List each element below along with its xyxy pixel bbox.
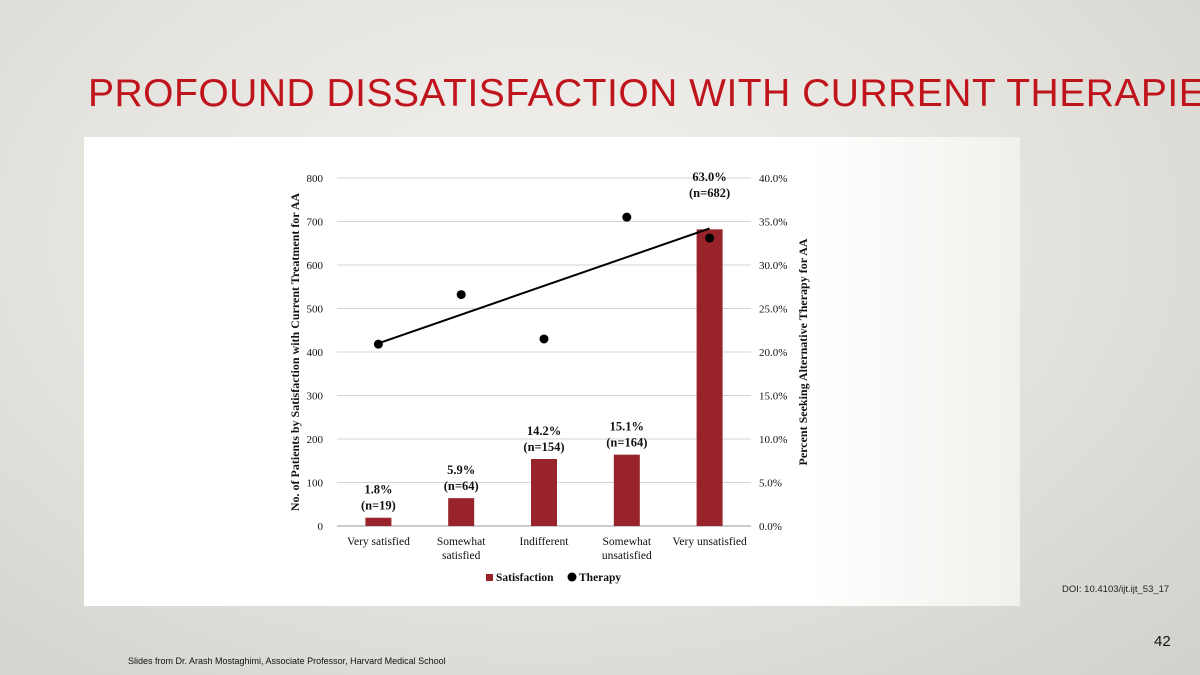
- bar-1: [448, 498, 475, 526]
- y2-tick-label: 10.0%: [759, 434, 787, 446]
- bar-4: [696, 229, 723, 526]
- y-tick-label: 500: [307, 304, 324, 316]
- bar-data-label: 1.8%: [364, 483, 392, 497]
- y2-tick-label: 30.0%: [759, 260, 787, 272]
- therapy-point-0: [373, 339, 383, 349]
- y-tick-label: 0: [318, 521, 324, 533]
- y-tick-label: 100: [307, 478, 324, 490]
- x-category-label: Very satisfied: [347, 536, 410, 548]
- bar-0: [365, 517, 392, 526]
- therapy-point-4: [705, 233, 715, 243]
- y2-tick-label: 0.0%: [759, 521, 782, 533]
- y-tick-label: 700: [307, 217, 324, 229]
- chart-panel: 0 100 200 300 400 500 600 700 800 0.0% 5.0% 10.0% 15…: [84, 137, 1020, 606]
- therapy-point-2: [539, 334, 549, 344]
- bar-data-label: (n=682): [689, 186, 730, 200]
- y-tick-label: 200: [307, 434, 324, 446]
- y2-tick-label: 15.0%: [759, 391, 787, 403]
- legend-therapy-marker: [567, 572, 577, 582]
- x-category-label: Somewhat: [603, 536, 652, 548]
- bar-data-label: (n=64): [444, 479, 479, 493]
- bar-2: [531, 459, 557, 526]
- bar-data-label: 15.1%: [610, 420, 644, 434]
- y-tick-label: 400: [307, 347, 324, 359]
- y-tick-label: 600: [307, 260, 324, 272]
- bar-data-label: (n=154): [523, 440, 564, 454]
- page-number: 42: [1154, 633, 1171, 650]
- x-category-label: Indifferent: [520, 536, 570, 548]
- slide-footer: Slides from Dr. Arash Mostaghimi, Associ…: [128, 656, 446, 666]
- x-category-label: satisfied: [442, 550, 481, 562]
- bar-data-label: 63.0%: [692, 170, 726, 184]
- y2-tick-label: 40.0%: [759, 173, 787, 185]
- therapy-point-3: [622, 212, 632, 222]
- therapy-trendline: [378, 227, 710, 345]
- y-tick-label: 300: [307, 391, 324, 403]
- y2-tick-label: 35.0%: [759, 217, 787, 229]
- bar-data-label: 14.2%: [527, 424, 561, 438]
- bar-data-label: (n=19): [361, 499, 396, 513]
- y2-tick-label: 25.0%: [759, 304, 787, 316]
- x-category-label: Somewhat: [437, 536, 486, 548]
- x-category-label: Very unsatisfied: [672, 536, 747, 548]
- therapy-point-1: [456, 290, 466, 300]
- y-axis-title: No. of Patients by Satisfaction with Cur…: [288, 193, 302, 512]
- bar-data-label: (n=164): [606, 436, 647, 450]
- bar-data-label: 5.9%: [447, 463, 475, 477]
- y2-tick-label: 5.0%: [759, 478, 782, 490]
- legend-therapy-label: Therapy: [579, 572, 621, 584]
- legend-satisfaction-swatch: [486, 574, 493, 581]
- doi-reference: DOI: 10.4103/ijt.ijt_53_17: [1062, 584, 1170, 595]
- x-category-label: unsatisfied: [602, 550, 652, 562]
- y-tick-label: 800: [307, 173, 324, 185]
- legend-satisfaction-label: Satisfaction: [496, 572, 554, 584]
- y2-tick-label: 20.0%: [759, 347, 787, 359]
- combo-chart: 0 100 200 300 400 500 600 700 800 0.0% 5.0% 10.0% 15…: [288, 170, 810, 584]
- bar-3: [613, 454, 640, 526]
- y2-axis-title: Percent Seeking Alternative Therapy for …: [796, 238, 810, 465]
- slide-title: PROFOUND DISSATISFACTION WITH CURRENT TH…: [88, 72, 1200, 115]
